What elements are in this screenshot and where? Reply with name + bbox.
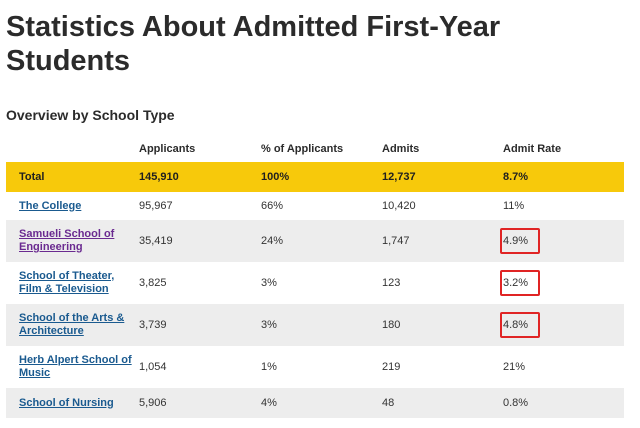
pct-applicants-cell: 3% — [261, 318, 277, 331]
admit-rate-cell: 3.2% — [500, 262, 624, 304]
table-row: Herb Alpert School of Music 1,054 1% 219… — [6, 346, 624, 388]
admit-rate-value: 4.9% — [503, 234, 529, 247]
pct-applicants-cell: 66% — [261, 199, 284, 212]
pct-applicants-cell: 24% — [261, 234, 284, 247]
applicants-cell: 1,054 — [139, 360, 167, 373]
section-title: Overview by School Type — [6, 107, 175, 123]
header-applicants: Applicants — [139, 142, 196, 155]
applicants-cell: 5,906 — [139, 396, 167, 409]
total-row: Total 145,910 100% 12,737 8.7% — [6, 162, 624, 192]
school-link-arts-architecture[interactable]: School of the Arts & Architecture — [19, 312, 125, 337]
header-pct-applicants: % of Applicants — [261, 142, 344, 155]
school-link-theater[interactable]: School of Theater, Film & Television — [19, 270, 115, 295]
table-header-row: Applicants % of Applicants Admits Admit … — [6, 135, 624, 162]
admits-cell: 219 — [382, 360, 401, 373]
pct-applicants-cell: 4% — [261, 396, 277, 409]
admit-rate-cell: 0.8% — [503, 388, 624, 418]
school-link-music[interactable]: Herb Alpert School of Music — [19, 354, 132, 379]
total-label: Total — [19, 170, 45, 183]
admits-cell: 123 — [382, 276, 401, 289]
admit-rate-cell: 21% — [503, 346, 624, 388]
admit-rate-value: 3.2% — [503, 276, 529, 289]
admissions-table: Applicants % of Applicants Admits Admit … — [6, 135, 624, 418]
admit-rate-cell: 4.8% — [500, 304, 624, 346]
total-pct-applicants: 100% — [261, 170, 290, 183]
header-admits: Admits — [382, 142, 420, 155]
page-title: Statistics About Admitted First-Year Stu… — [6, 11, 501, 77]
applicants-cell: 95,967 — [139, 199, 173, 212]
admits-cell: 10,420 — [382, 199, 416, 212]
admit-rate-cell: 4.9% — [500, 220, 624, 262]
admit-rate-value: 21% — [503, 360, 526, 373]
total-applicants: 145,910 — [139, 170, 179, 183]
table-row: School of Nursing 5,906 4% 48 0.8% — [6, 388, 624, 418]
school-link-nursing[interactable]: School of Nursing — [19, 396, 114, 409]
admit-rate-value: 4.8% — [503, 318, 529, 331]
admits-cell: 48 — [382, 396, 395, 409]
table-row: The College 95,967 66% 10,420 11% — [6, 192, 624, 220]
header-school — [6, 135, 139, 162]
highlight-box — [500, 228, 540, 254]
admit-rate-value: 11% — [503, 199, 525, 212]
applicants-cell: 35,419 — [139, 234, 173, 247]
admits-cell: 180 — [382, 318, 401, 331]
table-row: Samueli School of Engineering 35,419 24%… — [6, 220, 624, 262]
school-link-engineering[interactable]: Samueli School of Engineering — [19, 228, 115, 253]
school-link-college[interactable]: The College — [19, 199, 82, 212]
admit-rate-value: 0.8% — [503, 396, 529, 409]
total-admits: 12,737 — [382, 170, 416, 183]
applicants-cell: 3,739 — [139, 318, 167, 331]
highlight-box — [500, 312, 540, 338]
header-admit-rate: Admit Rate — [503, 142, 562, 155]
admit-rate-cell: 11% — [503, 192, 624, 220]
applicants-cell: 3,825 — [139, 276, 167, 289]
table-row: School of Theater, Film & Television 3,8… — [6, 262, 624, 304]
table-row: School of the Arts & Architecture 3,739 … — [6, 304, 624, 346]
pct-applicants-cell: 3% — [261, 276, 277, 289]
highlight-box — [500, 270, 540, 296]
total-admit-rate: 8.7% — [503, 170, 529, 183]
admits-cell: 1,747 — [382, 234, 410, 247]
pct-applicants-cell: 1% — [261, 360, 277, 373]
